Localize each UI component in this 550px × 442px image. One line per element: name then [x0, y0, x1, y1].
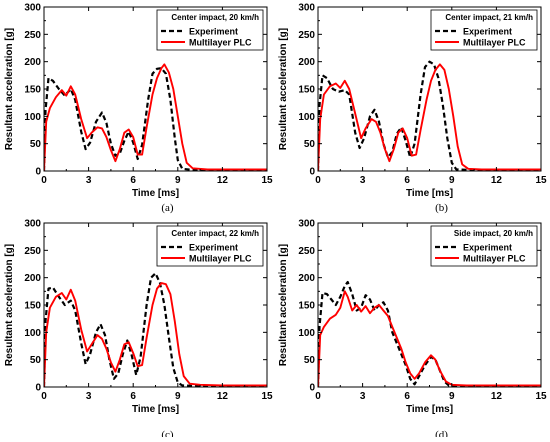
- x-tick-label: 12: [491, 175, 503, 186]
- y-tick-label: 100: [298, 112, 315, 123]
- y-tick-label: 0: [35, 167, 41, 178]
- legend-title: Center impact, 22 km/h: [171, 229, 259, 238]
- x-tick-label: 15: [535, 391, 547, 402]
- series-line-multilayer-plc: [318, 63, 541, 171]
- legend-box: [156, 225, 264, 267]
- x-tick-label: 6: [130, 391, 136, 402]
- legend-box: [156, 9, 264, 51]
- legend-title: Center impact, 20 km/h: [171, 13, 259, 22]
- y-tick-label: 50: [30, 355, 42, 366]
- y-tick-label: 0: [309, 383, 315, 394]
- x-tick-label: 3: [86, 175, 92, 186]
- panel-caption: (d): [435, 429, 448, 437]
- legend-label: Experiment: [189, 243, 238, 253]
- series-line-experiment: [318, 280, 541, 387]
- legend-label: Experiment: [463, 243, 512, 253]
- legend-label: Multilayer PLC: [189, 254, 252, 264]
- y-tick-label: 250: [298, 246, 315, 257]
- legend-title: Center impact, 21 km/h: [445, 13, 533, 22]
- series-line-multilayer-plc: [44, 63, 267, 171]
- y-tick-label: 200: [298, 57, 315, 68]
- legend-label: Multilayer PLC: [463, 254, 526, 264]
- y-tick-label: 250: [298, 30, 315, 41]
- y-tick-label: 200: [24, 273, 41, 284]
- y-tick-label: 50: [30, 139, 42, 150]
- y-tick-label: 100: [298, 328, 315, 339]
- y-tick-label: 0: [309, 167, 315, 178]
- x-tick-label: 6: [404, 391, 410, 402]
- y-tick-label: 50: [304, 355, 316, 366]
- legend-title: Side impact, 20 km/h: [454, 229, 533, 238]
- y-axis-title: Resultant acceleration [g]: [4, 244, 15, 366]
- x-tick-label: 3: [360, 391, 366, 402]
- panel-caption: (c): [161, 429, 174, 437]
- x-tick-label: 15: [261, 175, 273, 186]
- y-tick-label: 250: [24, 30, 41, 41]
- series-line-experiment: [44, 272, 267, 387]
- x-tick-label: 9: [175, 175, 181, 186]
- x-tick-label: 6: [404, 175, 410, 186]
- legend-label: Experiment: [463, 27, 512, 37]
- x-tick-label: 12: [491, 391, 503, 402]
- legend-label: Experiment: [189, 27, 238, 37]
- series-line-multilayer-plc: [44, 282, 267, 387]
- panel-caption: (a): [161, 202, 174, 214]
- legend-label: Multilayer PLC: [189, 38, 252, 48]
- legend-box: [430, 9, 538, 51]
- y-tick-label: 150: [298, 85, 315, 96]
- y-tick-label: 300: [298, 3, 315, 14]
- y-tick-label: 300: [24, 219, 41, 230]
- x-tick-label: 12: [217, 391, 229, 402]
- y-tick-label: 0: [35, 383, 41, 394]
- y-axis-title: Resultant acceleration [g]: [278, 28, 289, 150]
- y-tick-label: 200: [24, 57, 41, 68]
- x-tick-label: 15: [535, 175, 547, 186]
- y-tick-label: 300: [298, 219, 315, 230]
- y-tick-label: 200: [298, 273, 315, 284]
- x-axis-title: Time [ms]: [132, 404, 179, 415]
- series-line-experiment: [318, 60, 541, 171]
- x-tick-label: 6: [130, 175, 136, 186]
- x-tick-label: 9: [449, 391, 455, 402]
- y-tick-label: 250: [24, 246, 41, 257]
- y-tick-label: 300: [24, 3, 41, 14]
- legend-label: Multilayer PLC: [463, 38, 526, 48]
- y-tick-label: 50: [304, 139, 316, 150]
- y-axis-title: Resultant acceleration [g]: [278, 244, 289, 366]
- x-tick-label: 3: [360, 175, 366, 186]
- y-tick-label: 150: [298, 301, 315, 312]
- x-axis-title: Time [ms]: [132, 188, 179, 199]
- series-line-multilayer-plc: [318, 290, 541, 387]
- x-axis-title: Time [ms]: [406, 404, 453, 415]
- x-axis-title: Time [ms]: [406, 188, 453, 199]
- x-tick-label: 9: [449, 175, 455, 186]
- legend-box: [430, 225, 538, 267]
- y-axis-title: Resultant acceleration [g]: [4, 28, 15, 150]
- x-tick-label: 3: [86, 391, 92, 402]
- y-tick-label: 100: [24, 328, 41, 339]
- panel-caption: (b): [435, 202, 448, 214]
- x-tick-label: 0: [315, 391, 321, 402]
- x-tick-label: 0: [41, 175, 47, 186]
- x-tick-label: 0: [41, 391, 47, 402]
- y-tick-label: 150: [24, 301, 41, 312]
- y-tick-label: 100: [24, 112, 41, 123]
- y-tick-label: 150: [24, 85, 41, 96]
- x-tick-label: 15: [261, 391, 273, 402]
- x-tick-label: 0: [315, 175, 321, 186]
- x-tick-label: 12: [217, 175, 229, 186]
- x-tick-label: 9: [175, 391, 181, 402]
